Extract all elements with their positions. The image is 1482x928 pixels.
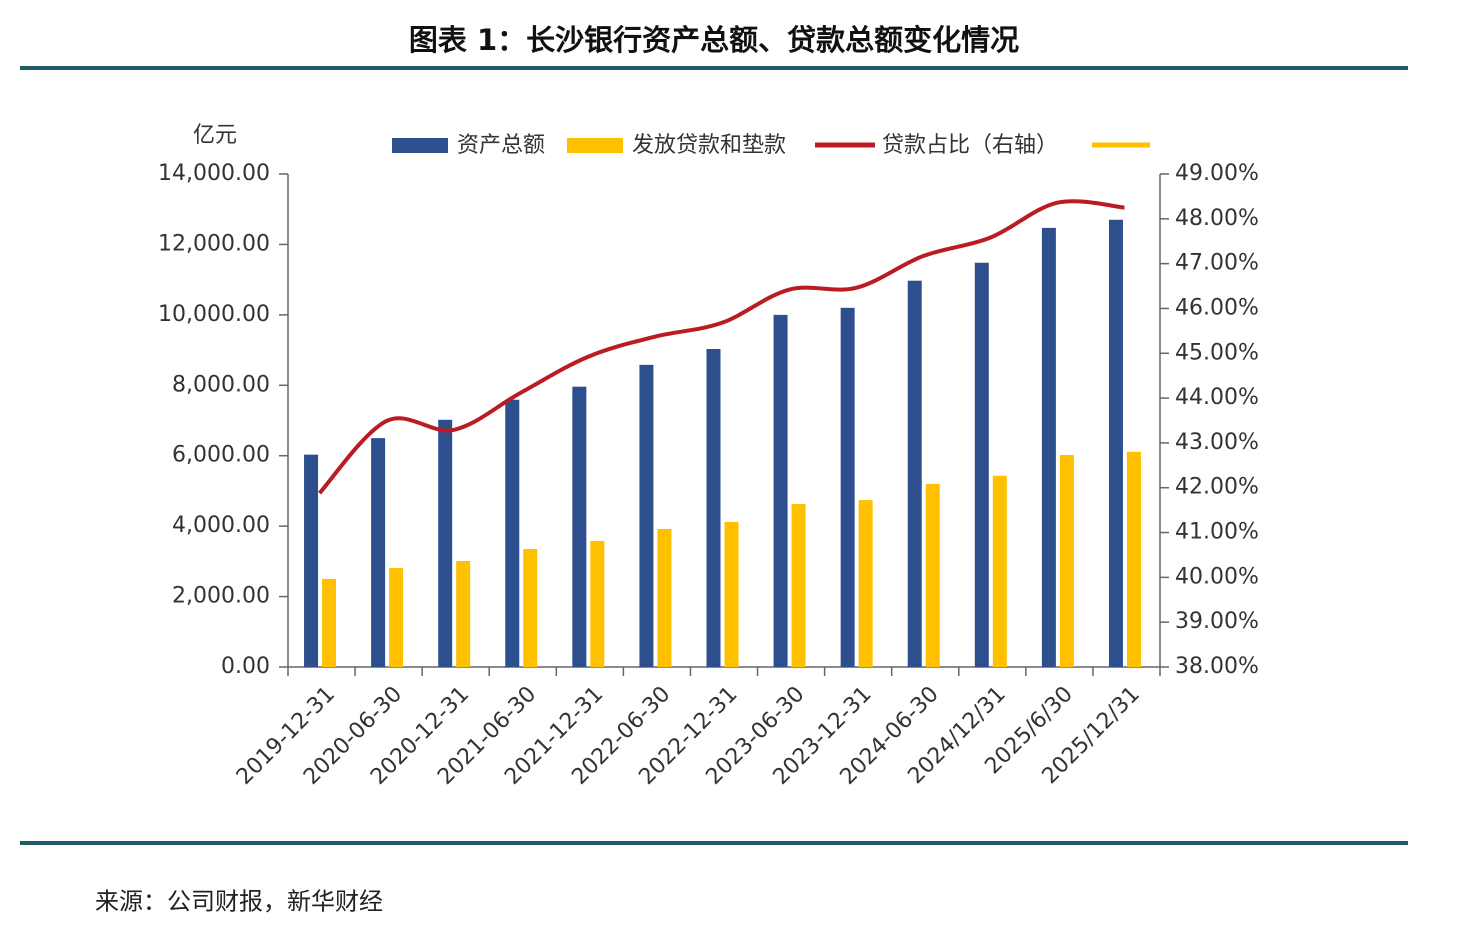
- bar: [840, 307, 855, 667]
- y-tick-label: 2,000.00: [172, 584, 270, 609]
- bar: [974, 262, 989, 667]
- legend-label: 贷款占比（右轴）: [882, 133, 1058, 158]
- bar: [590, 540, 605, 667]
- bar: [791, 503, 806, 667]
- y2-tick-label: 46.00%: [1175, 295, 1259, 320]
- y-tick-label: 0.00: [221, 654, 270, 679]
- source: 来源：公司财报，新华财经: [95, 888, 383, 916]
- bar: [389, 568, 404, 667]
- bar: [706, 349, 721, 667]
- y2-tick-label: 42.00%: [1175, 475, 1259, 500]
- bar: [858, 500, 873, 667]
- bar: [1108, 219, 1123, 667]
- bar: [907, 280, 922, 667]
- bar: [1059, 455, 1074, 667]
- y-tick-label: 12,000.00: [158, 231, 270, 256]
- y-tick-label: 8,000.00: [172, 372, 270, 397]
- bar: [773, 314, 788, 667]
- bar: [456, 561, 471, 667]
- legend-label: 发放贷款和垫款: [632, 133, 786, 158]
- bar: [505, 399, 520, 667]
- y-tick-label: 6,000.00: [172, 443, 270, 468]
- bar: [438, 419, 453, 667]
- y-tick-label: 14,000.00: [158, 161, 270, 186]
- y2-tick-label: 47.00%: [1175, 251, 1259, 276]
- y-axis-label: 亿元: [193, 123, 237, 148]
- y-tick-label: 4,000.00: [172, 513, 270, 538]
- bar: [371, 438, 386, 667]
- y2-tick-label: 43.00%: [1175, 430, 1259, 455]
- y2-tick-label: 39.00%: [1175, 609, 1259, 634]
- top-rule: [20, 66, 1408, 70]
- bottom-rule: [20, 841, 1408, 845]
- page-title: 图表 1：长沙银行资产总额、贷款总额变化情况: [409, 23, 1019, 57]
- bar: [1126, 451, 1141, 667]
- bar: [304, 454, 319, 667]
- bar: [523, 549, 538, 667]
- bar: [724, 521, 739, 667]
- bar: [657, 528, 672, 667]
- line: [318, 199, 1125, 495]
- y2-tick-label: 41.00%: [1175, 520, 1259, 545]
- y-tick-label: 10,000.00: [158, 302, 270, 327]
- legend-swatch: [567, 138, 623, 153]
- bar: [1041, 227, 1056, 667]
- bar: [992, 475, 1007, 667]
- y2-tick-label: 48.00%: [1175, 206, 1259, 231]
- bar: [322, 578, 337, 667]
- bar: [639, 364, 654, 667]
- y2-tick-label: 38.00%: [1175, 654, 1259, 679]
- legend-swatch: [392, 138, 448, 153]
- y2-tick-label: 49.00%: [1175, 161, 1259, 186]
- y2-tick-label: 44.00%: [1175, 385, 1259, 410]
- y2-tick-label: 45.00%: [1175, 340, 1259, 365]
- bar: [925, 483, 940, 667]
- legend-label: 资产总额: [457, 133, 545, 158]
- bar: [572, 386, 587, 667]
- y2-tick-label: 40.00%: [1175, 564, 1259, 589]
